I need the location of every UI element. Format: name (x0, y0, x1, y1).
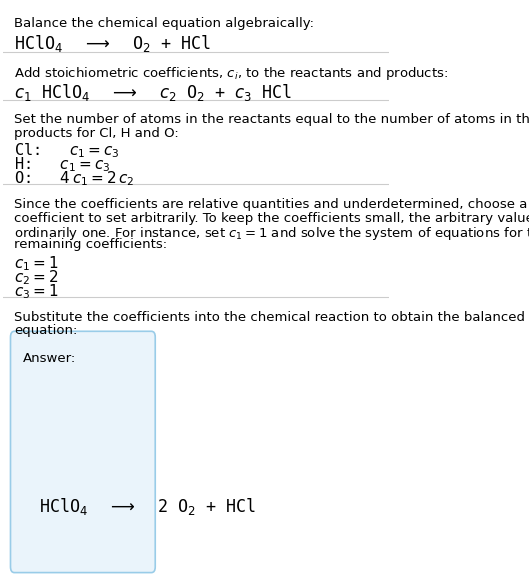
Text: HClO$_4$  $\longrightarrow$  2 O$_2$ + HCl: HClO$_4$ $\longrightarrow$ 2 O$_2$ + HCl (40, 497, 257, 517)
Text: coefficient to set arbitrarily. To keep the coefficients small, the arbitrary va: coefficient to set arbitrarily. To keep … (14, 211, 529, 224)
Text: Since the coefficients are relative quantities and underdetermined, choose a: Since the coefficients are relative quan… (14, 198, 528, 211)
Text: Balance the chemical equation algebraically:: Balance the chemical equation algebraica… (14, 17, 314, 31)
Text: Cl:   $c_1 = c_3$: Cl: $c_1 = c_3$ (14, 141, 120, 160)
Text: remaining coefficients:: remaining coefficients: (14, 238, 168, 251)
Text: Answer:: Answer: (23, 352, 76, 365)
Text: $c_1$ HClO$_4$  $\longrightarrow$  $c_2$ O$_2$ + $c_3$ HCl: $c_1$ HClO$_4$ $\longrightarrow$ $c_2$ O… (14, 82, 293, 103)
Text: H:   $c_1 = c_3$: H: $c_1 = c_3$ (14, 155, 111, 174)
Text: products for Cl, H and O:: products for Cl, H and O: (14, 127, 179, 140)
Text: ordinarily one. For instance, set $c_1 = 1$ and solve the system of equations fo: ordinarily one. For instance, set $c_1 =… (14, 225, 529, 242)
Text: Add stoichiometric coefficients, $c_i$, to the reactants and products:: Add stoichiometric coefficients, $c_i$, … (14, 65, 449, 82)
Text: equation:: equation: (14, 324, 78, 338)
Text: HClO$_4$  $\longrightarrow$  O$_2$ + HCl: HClO$_4$ $\longrightarrow$ O$_2$ + HCl (14, 33, 212, 54)
Text: Substitute the coefficients into the chemical reaction to obtain the balanced: Substitute the coefficients into the che… (14, 311, 525, 324)
Text: O:   $4\,c_1 = 2\,c_2$: O: $4\,c_1 = 2\,c_2$ (14, 169, 135, 188)
Text: $c_2 = 2$: $c_2 = 2$ (14, 268, 59, 286)
FancyBboxPatch shape (11, 331, 155, 572)
Text: Set the number of atoms in the reactants equal to the number of atoms in the: Set the number of atoms in the reactants… (14, 113, 529, 126)
Text: $c_1 = 1$: $c_1 = 1$ (14, 254, 59, 273)
Text: $c_3 = 1$: $c_3 = 1$ (14, 282, 59, 301)
